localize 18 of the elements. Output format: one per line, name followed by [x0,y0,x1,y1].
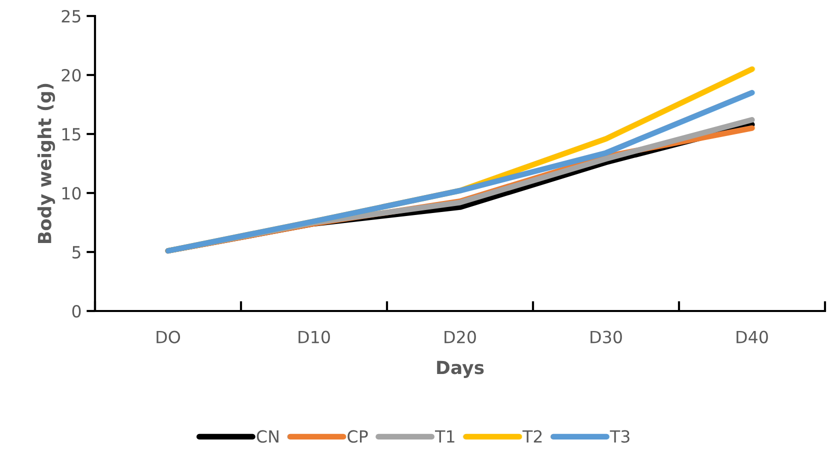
y-tick-label: 25 [62,10,80,23]
x-axis-title: Days [437,360,484,378]
x-tick-label: D30 [590,330,622,344]
y-tick-label: 10 [62,186,81,200]
y-axis-title: Body weight (g) [37,84,56,244]
y-tick-label: 5 [72,246,80,259]
legend-label: T2 [522,430,542,443]
x-tick-label: D20 [444,330,476,344]
x-tick-label: D10 [298,330,330,344]
legend-label: T3 [610,430,630,443]
legend-label: CN [256,430,278,443]
legend-label: T1 [435,430,454,443]
y-tick-label: 15 [62,128,80,141]
legend-label: CP [348,430,368,443]
x-tick-label: DO [156,330,180,344]
y-tick-label: 20 [62,68,81,82]
y-tick-label: 0 [72,304,81,318]
x-tick-label: D40 [736,330,768,344]
